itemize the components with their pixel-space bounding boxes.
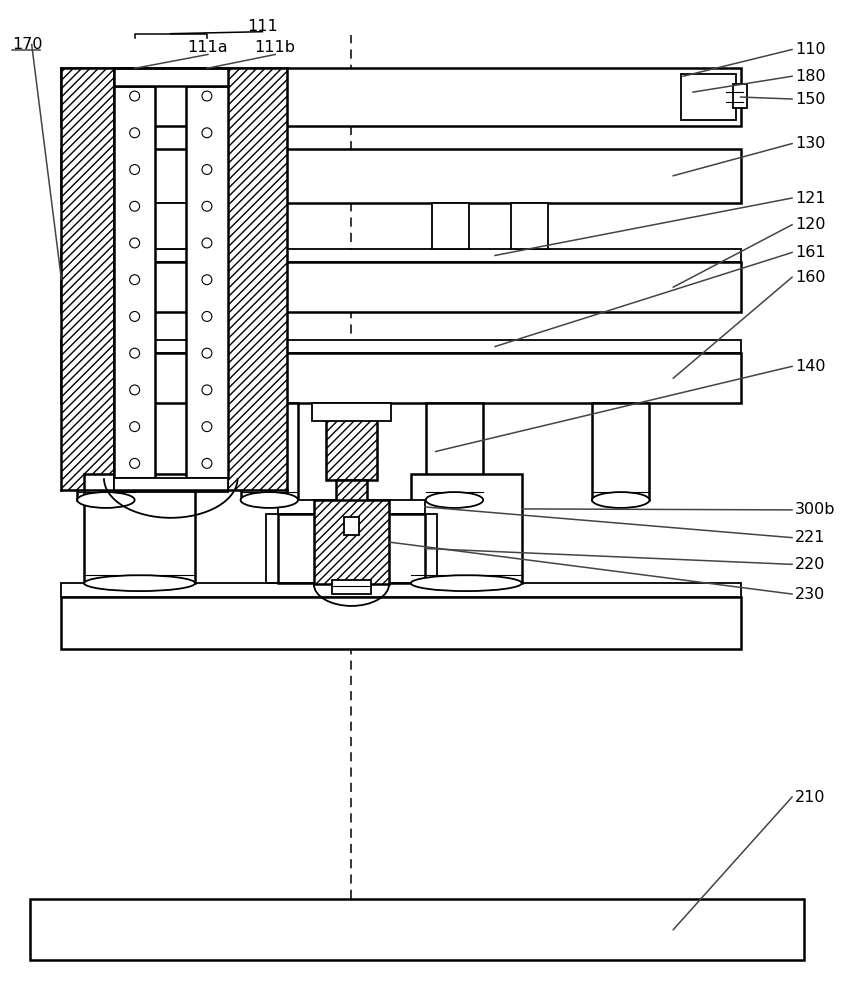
- Text: 170: 170: [12, 37, 42, 52]
- Ellipse shape: [77, 492, 135, 508]
- Bar: [114, 86, 156, 478]
- Bar: [411, 474, 522, 583]
- Circle shape: [202, 238, 212, 248]
- Bar: [61, 340, 741, 353]
- Text: 111a: 111a: [188, 40, 228, 55]
- Bar: [84, 474, 195, 583]
- Text: 111b: 111b: [255, 40, 296, 55]
- Bar: [592, 403, 649, 500]
- Circle shape: [202, 458, 212, 468]
- Text: 220: 220: [795, 557, 825, 572]
- Bar: [426, 403, 483, 500]
- Bar: [186, 86, 227, 478]
- Bar: [154, 203, 192, 249]
- Bar: [326, 403, 377, 480]
- Bar: [312, 403, 391, 421]
- Bar: [61, 353, 741, 403]
- Circle shape: [202, 165, 212, 174]
- Bar: [61, 68, 114, 490]
- Bar: [61, 68, 741, 126]
- Bar: [61, 249, 741, 262]
- Ellipse shape: [411, 575, 522, 591]
- Circle shape: [130, 91, 140, 101]
- Bar: [314, 500, 389, 584]
- Bar: [29, 899, 804, 960]
- Bar: [336, 480, 367, 535]
- Text: 120: 120: [795, 217, 825, 232]
- Ellipse shape: [241, 492, 298, 508]
- Circle shape: [130, 348, 140, 358]
- Bar: [278, 514, 424, 583]
- Bar: [114, 68, 227, 86]
- Circle shape: [202, 91, 212, 101]
- Ellipse shape: [592, 492, 649, 508]
- Bar: [77, 403, 135, 500]
- Text: 160: 160: [795, 270, 825, 285]
- Bar: [681, 74, 736, 120]
- Circle shape: [202, 275, 212, 285]
- Bar: [61, 597, 741, 649]
- Text: 111: 111: [247, 19, 278, 34]
- Text: 210: 210: [795, 790, 825, 805]
- Bar: [241, 403, 298, 500]
- Bar: [227, 68, 287, 490]
- Ellipse shape: [84, 575, 195, 591]
- Circle shape: [130, 238, 140, 248]
- Circle shape: [202, 348, 212, 358]
- Bar: [733, 84, 747, 108]
- Text: 230: 230: [795, 587, 825, 602]
- Text: 150: 150: [795, 92, 825, 107]
- Text: 140: 140: [795, 359, 825, 374]
- Text: 161: 161: [795, 245, 826, 260]
- Circle shape: [202, 201, 212, 211]
- Circle shape: [130, 458, 140, 468]
- Circle shape: [130, 385, 140, 395]
- Circle shape: [202, 311, 212, 321]
- Bar: [114, 478, 227, 492]
- Bar: [511, 203, 548, 249]
- Text: 121: 121: [795, 191, 826, 206]
- Bar: [234, 203, 271, 249]
- Bar: [61, 262, 741, 312]
- Circle shape: [130, 422, 140, 432]
- Text: 130: 130: [795, 136, 825, 151]
- Ellipse shape: [426, 492, 483, 508]
- Text: 180: 180: [795, 69, 826, 84]
- Text: 300b: 300b: [795, 502, 835, 517]
- Circle shape: [202, 385, 212, 395]
- Bar: [432, 203, 469, 249]
- Bar: [344, 517, 360, 535]
- Circle shape: [202, 422, 212, 432]
- Text: 110: 110: [795, 42, 826, 57]
- Bar: [61, 583, 741, 597]
- Circle shape: [130, 165, 140, 174]
- Circle shape: [202, 128, 212, 138]
- Bar: [278, 500, 424, 514]
- Circle shape: [130, 201, 140, 211]
- Bar: [266, 514, 437, 583]
- Circle shape: [130, 275, 140, 285]
- Bar: [61, 149, 741, 203]
- Bar: [332, 580, 371, 594]
- Circle shape: [130, 128, 140, 138]
- Text: 221: 221: [795, 530, 825, 545]
- Circle shape: [130, 311, 140, 321]
